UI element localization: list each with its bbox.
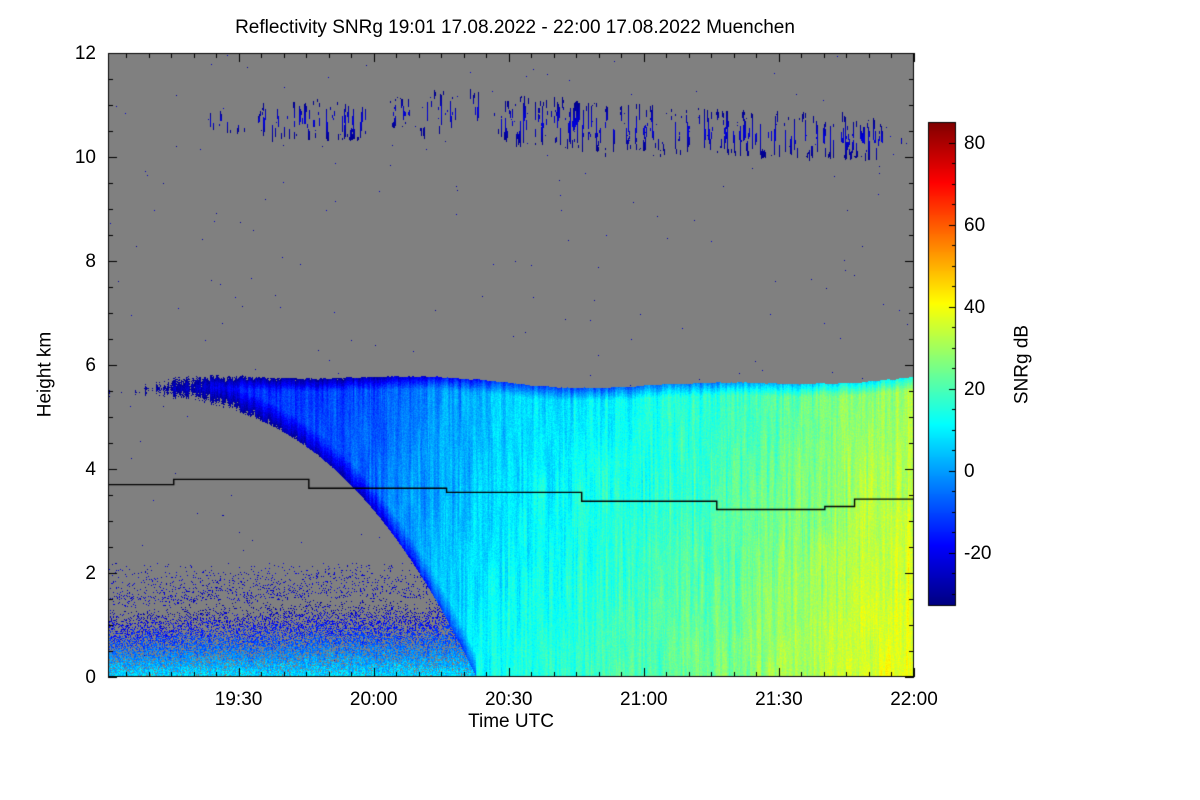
y-tick-label: 2 — [85, 563, 96, 584]
x-tick-label: 19:30 — [214, 689, 263, 710]
y-tick-label: 6 — [85, 355, 96, 376]
colorbar-tick-label: 60 — [964, 214, 986, 236]
y-tick-label: 4 — [85, 459, 96, 480]
colorbar-tick-label: 40 — [964, 296, 986, 318]
colorbar-tick-label: 20 — [964, 378, 986, 400]
x-tick-label: 20:30 — [484, 689, 533, 710]
x-tick-label: 21:00 — [620, 689, 668, 710]
colorbar-tick-label: 80 — [964, 132, 986, 154]
colorbar[interactable] — [928, 122, 956, 606]
colorbar-tick-label: -20 — [964, 542, 992, 564]
page-title: Reflectivity SNRg 19:01 17.08.2022 - 22:… — [235, 17, 795, 38]
colorbar-tick-label: 0 — [964, 460, 975, 482]
x-axis-label: Time UTC — [468, 711, 554, 732]
x-tick-label: 21:30 — [755, 689, 803, 710]
x-tick-label: 22:00 — [890, 689, 938, 710]
y-tick-label: 0 — [85, 667, 96, 688]
x-tick-label: 20:00 — [349, 689, 398, 710]
y-tick-label: 10 — [74, 147, 96, 168]
y-tick-label: 8 — [85, 251, 96, 272]
plot-area[interactable] — [108, 53, 914, 677]
y-tick-label: 12 — [74, 43, 96, 64]
